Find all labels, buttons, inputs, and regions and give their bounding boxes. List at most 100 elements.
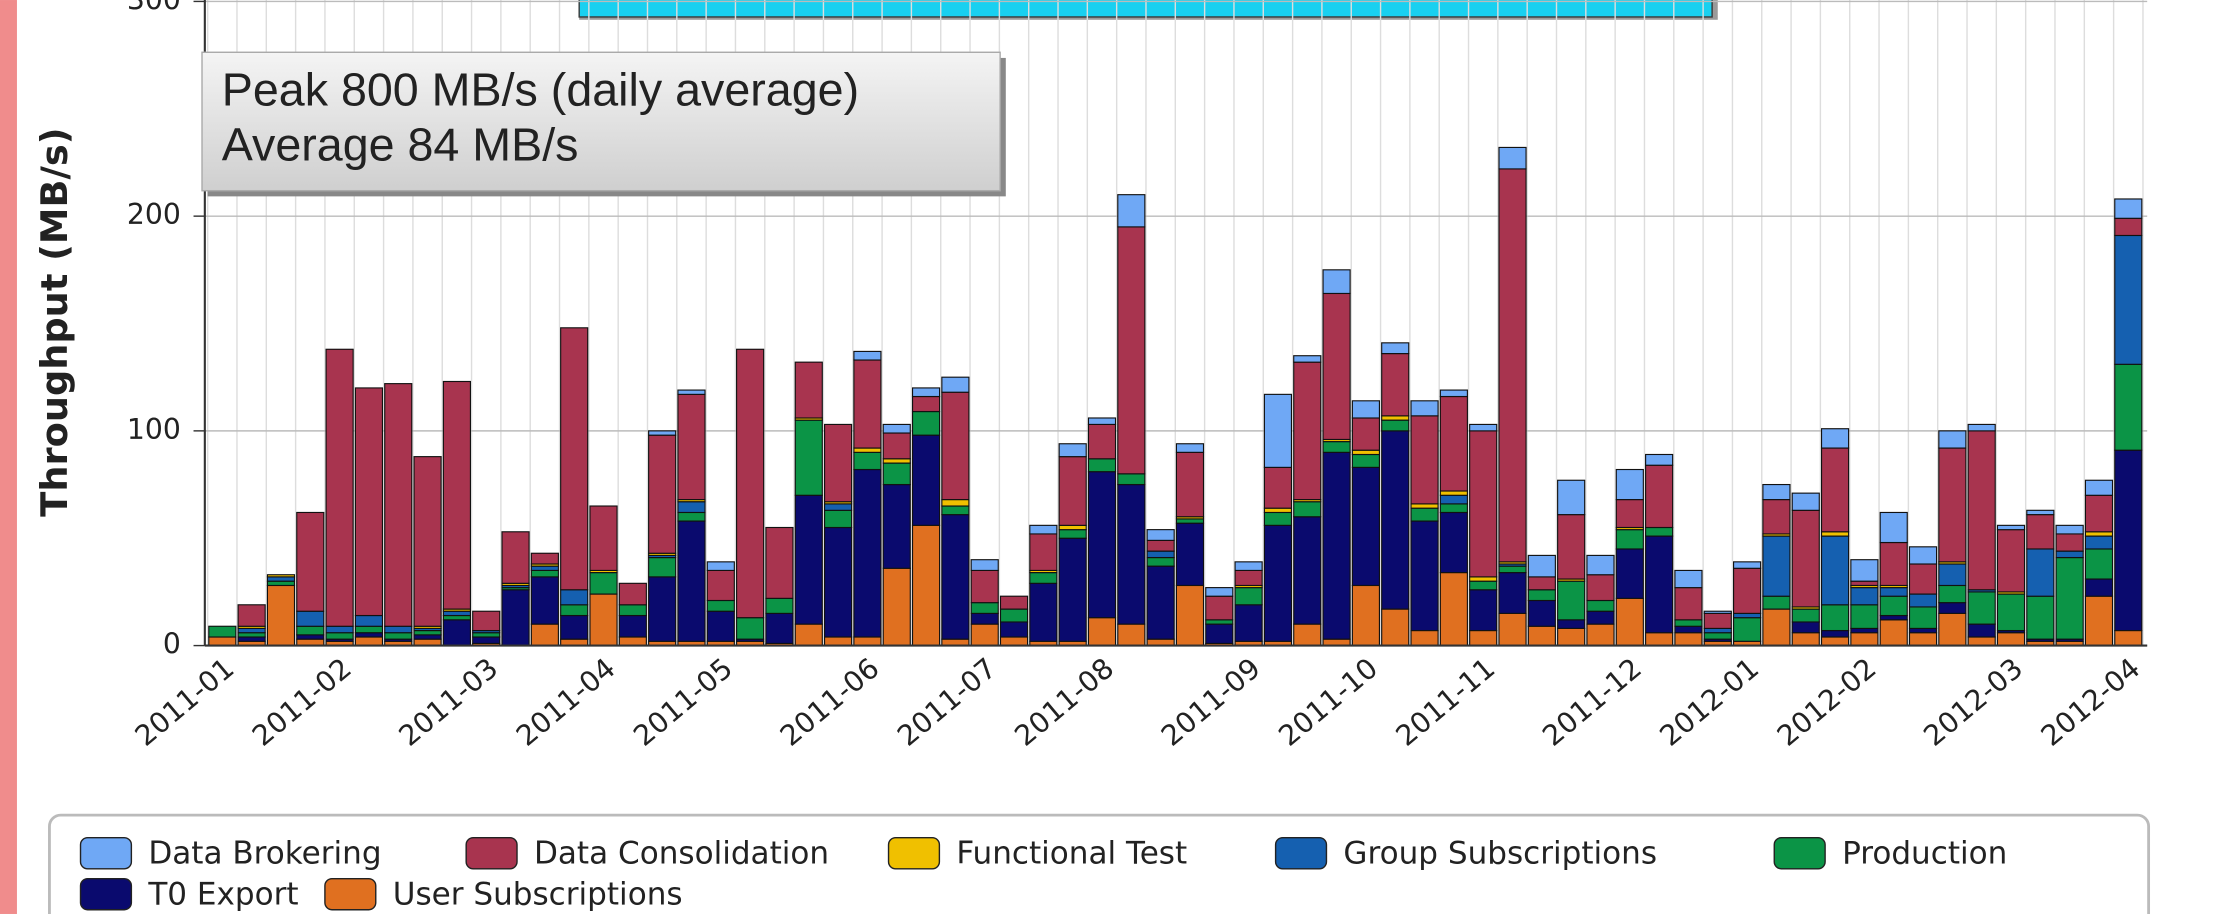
bar-segment [2084,578,2114,597]
bar-segment [1527,576,1556,591]
bar-segment [1498,572,1527,614]
bar-segment [1029,533,1058,571]
bar-segment [2026,595,2055,640]
bar-segment [1586,554,1615,576]
legend-swatch [79,836,133,870]
bar-segment [794,361,823,419]
bar-segment [1410,520,1439,632]
bar-segment [1791,632,1820,647]
annotation: Peak 800 MB/s (daily average) [222,64,859,116]
bar-segment [882,423,911,434]
bar-segment [882,458,911,464]
bar-segment [618,614,647,638]
bar-segment [1351,449,1381,456]
bar-segment [2055,550,2084,559]
bar-segment [1996,524,2026,531]
bar-segment [677,501,706,514]
bar-segment [442,614,471,621]
bar-segment [501,589,530,647]
bar-segment [266,576,296,582]
bar-segment [999,621,1029,638]
bar-segment [2114,629,2143,647]
bar-segment [2026,509,2055,516]
bar-segment [1850,627,1879,634]
bar-segment [1879,587,1908,597]
bar-segment [823,636,853,647]
bar-segment [911,387,941,398]
bar-segment [384,632,413,640]
y-tick-label: 300 [127,0,181,16]
bar-segment [618,604,647,617]
legend-label: Group Subscriptions [1343,836,1657,872]
bar-segment [1058,537,1087,642]
bar-segment [823,423,853,503]
bar-segment [1381,415,1410,421]
bar-segment [1263,511,1293,526]
bar-segment [706,599,735,612]
bar-segment [1087,423,1117,460]
bar-segment [1205,587,1234,597]
bar-segment [1469,580,1498,591]
bar-segment [1850,604,1879,629]
bar-segment [325,625,354,634]
bar-segment [1674,569,1703,589]
bar-segment [1087,458,1117,473]
bar-segment [1322,451,1351,640]
bar-segment [1117,226,1146,475]
bar-segment [1527,599,1556,627]
y-axis-label: Throughput (MB/s) [33,127,76,516]
bar-segment [472,636,501,645]
bar-segment [530,552,559,565]
bar-segment [1469,423,1498,432]
bar-segment [1908,627,1938,634]
bar-segment [1175,451,1205,518]
bar-segment [970,559,999,571]
bar-segment [1410,629,1439,647]
bar-segment [1351,417,1381,451]
bar-segment [853,451,882,471]
bar-segment [1293,361,1322,501]
bar-segment [1029,582,1058,642]
bar-segment [706,561,735,571]
bar-segment [1762,483,1791,501]
bar-segment [1850,632,1879,647]
bar-segment [1820,531,1850,537]
bar-segment [413,629,442,636]
bar-segment [1879,614,1908,621]
bar-segment [2114,217,2143,237]
bar-segment [1351,453,1381,468]
bar-segment [413,456,442,627]
bar-segment [2084,548,2114,580]
bar-segment [706,610,735,642]
bar-segment [237,632,266,638]
annotation-box [201,51,1001,192]
bar-segment [1175,584,1205,647]
bar-segment [648,556,677,578]
bar-segment [1381,419,1410,432]
bar-segment [1996,632,2026,647]
bar-segment [354,636,384,647]
bar-segment [941,505,970,516]
bar-segment [1908,546,1938,565]
bar-segment [1498,146,1527,170]
bar-segment [1703,610,1732,614]
bar-segment [1410,503,1439,509]
y-tick-label: 0 [163,628,181,661]
bar-segment [970,602,999,614]
bar-segment [1087,617,1117,647]
bar-segment [384,625,413,634]
bar-segment [1586,574,1615,602]
bar-segment [1234,587,1263,606]
x-tick-label: 2011-12 [1536,652,1648,753]
bar-segment [941,499,970,507]
bar-segment [618,636,647,647]
bar-segment [1439,494,1468,505]
bar-segment [266,580,296,587]
bar-segment [1908,593,1938,608]
bar-segment [2026,548,2055,597]
x-tick-label: 2011-03 [393,652,505,753]
bar-segment [1615,529,1644,550]
bar-segment [2026,514,2055,550]
bar-segment [1879,541,1908,587]
bar-segment [1703,627,1732,634]
